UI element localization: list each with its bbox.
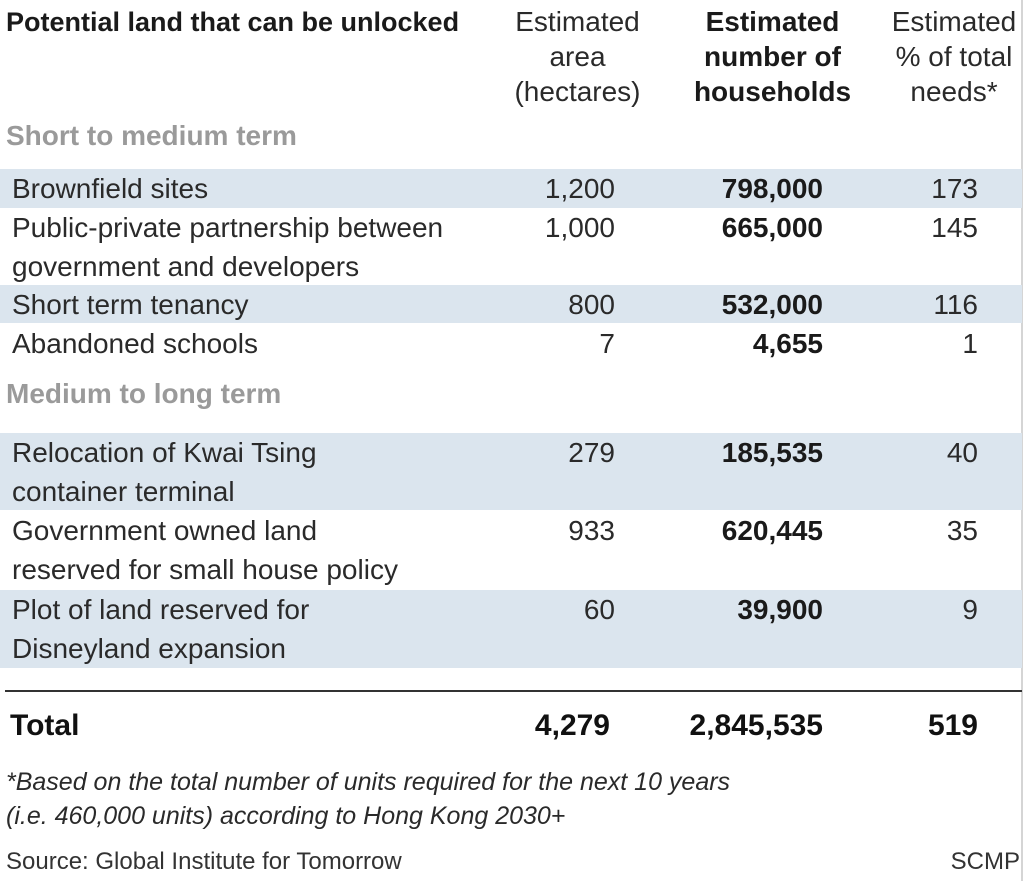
row-label-abandoned-schools: Abandoned schools (12, 328, 258, 359)
row-pct-short-term-tenancy: 116 (933, 289, 978, 320)
footnote: *Based on the total number of units requ… (6, 768, 731, 830)
row-area-abandoned-schools: 7 (599, 328, 615, 359)
row-households-ppp: 665,000 (721, 212, 823, 243)
header-pct: Estimated % of total needs* (891, 6, 1017, 107)
row-pct-small-house: 35 (946, 515, 978, 546)
row-area-disneyland: 60 (583, 594, 615, 625)
row-pct-kwai-tsing: 40 (946, 437, 978, 468)
row-households-short-term-tenancy: 532,000 (721, 289, 823, 320)
row-label-ppp: Public-private partnership between gover… (12, 212, 444, 282)
row-pct-ppp: 145 (931, 212, 978, 243)
table-title: Potential land that can be unlocked (6, 7, 460, 37)
header-area: Estimated area (hectares) (514, 6, 641, 107)
credit-label: SCMP (950, 848, 1020, 875)
row-households-disneyland: 39,900 (737, 594, 823, 625)
section-medium-to-long: Medium to long term (6, 378, 282, 409)
header-households: Estimated number of households (693, 6, 852, 107)
total-households: 2,845,535 (689, 709, 823, 742)
total-label: Total (10, 709, 80, 742)
row-pct-brownfield: 173 (931, 173, 978, 204)
row-area-brownfield: 1,200 (544, 173, 615, 204)
row-area-kwai-tsing: 279 (568, 437, 615, 468)
row-label-small-house: Government owned land reserved for small… (12, 515, 398, 585)
right-border-line (1021, 0, 1023, 881)
row-area-small-house: 933 (568, 515, 615, 546)
row-label-short-term-tenancy: Short term tenancy (12, 289, 249, 320)
row-area-ppp: 1,000 (544, 212, 615, 243)
source-note: Source: Global Institute for Tomorrow (6, 848, 402, 875)
row-label-disneyland: Plot of land reserved for Disneyland exp… (12, 594, 310, 664)
row-pct-disneyland: 9 (962, 594, 978, 625)
row-label-kwai-tsing: Relocation of Kwai Tsing container termi… (12, 437, 317, 507)
row-pct-abandoned-schools: 1 (962, 328, 978, 359)
row-households-small-house: 620,445 (721, 515, 823, 546)
row-area-short-term-tenancy: 800 (568, 289, 615, 320)
row-households-brownfield: 798,000 (721, 173, 823, 204)
row-band (0, 590, 1022, 668)
total-area: 4,279 (534, 709, 610, 742)
row-households-kwai-tsing: 185,535 (721, 437, 823, 468)
row-households-abandoned-schools: 4,655 (752, 328, 823, 359)
section-short-to-medium: Short to medium term (6, 120, 297, 151)
row-label-brownfield: Brownfield sites (12, 173, 209, 204)
total-pct: 519 (927, 709, 978, 742)
row-band (0, 169, 1022, 208)
row-band (0, 285, 1022, 323)
row-band (0, 433, 1022, 510)
total-divider (5, 690, 1022, 692)
